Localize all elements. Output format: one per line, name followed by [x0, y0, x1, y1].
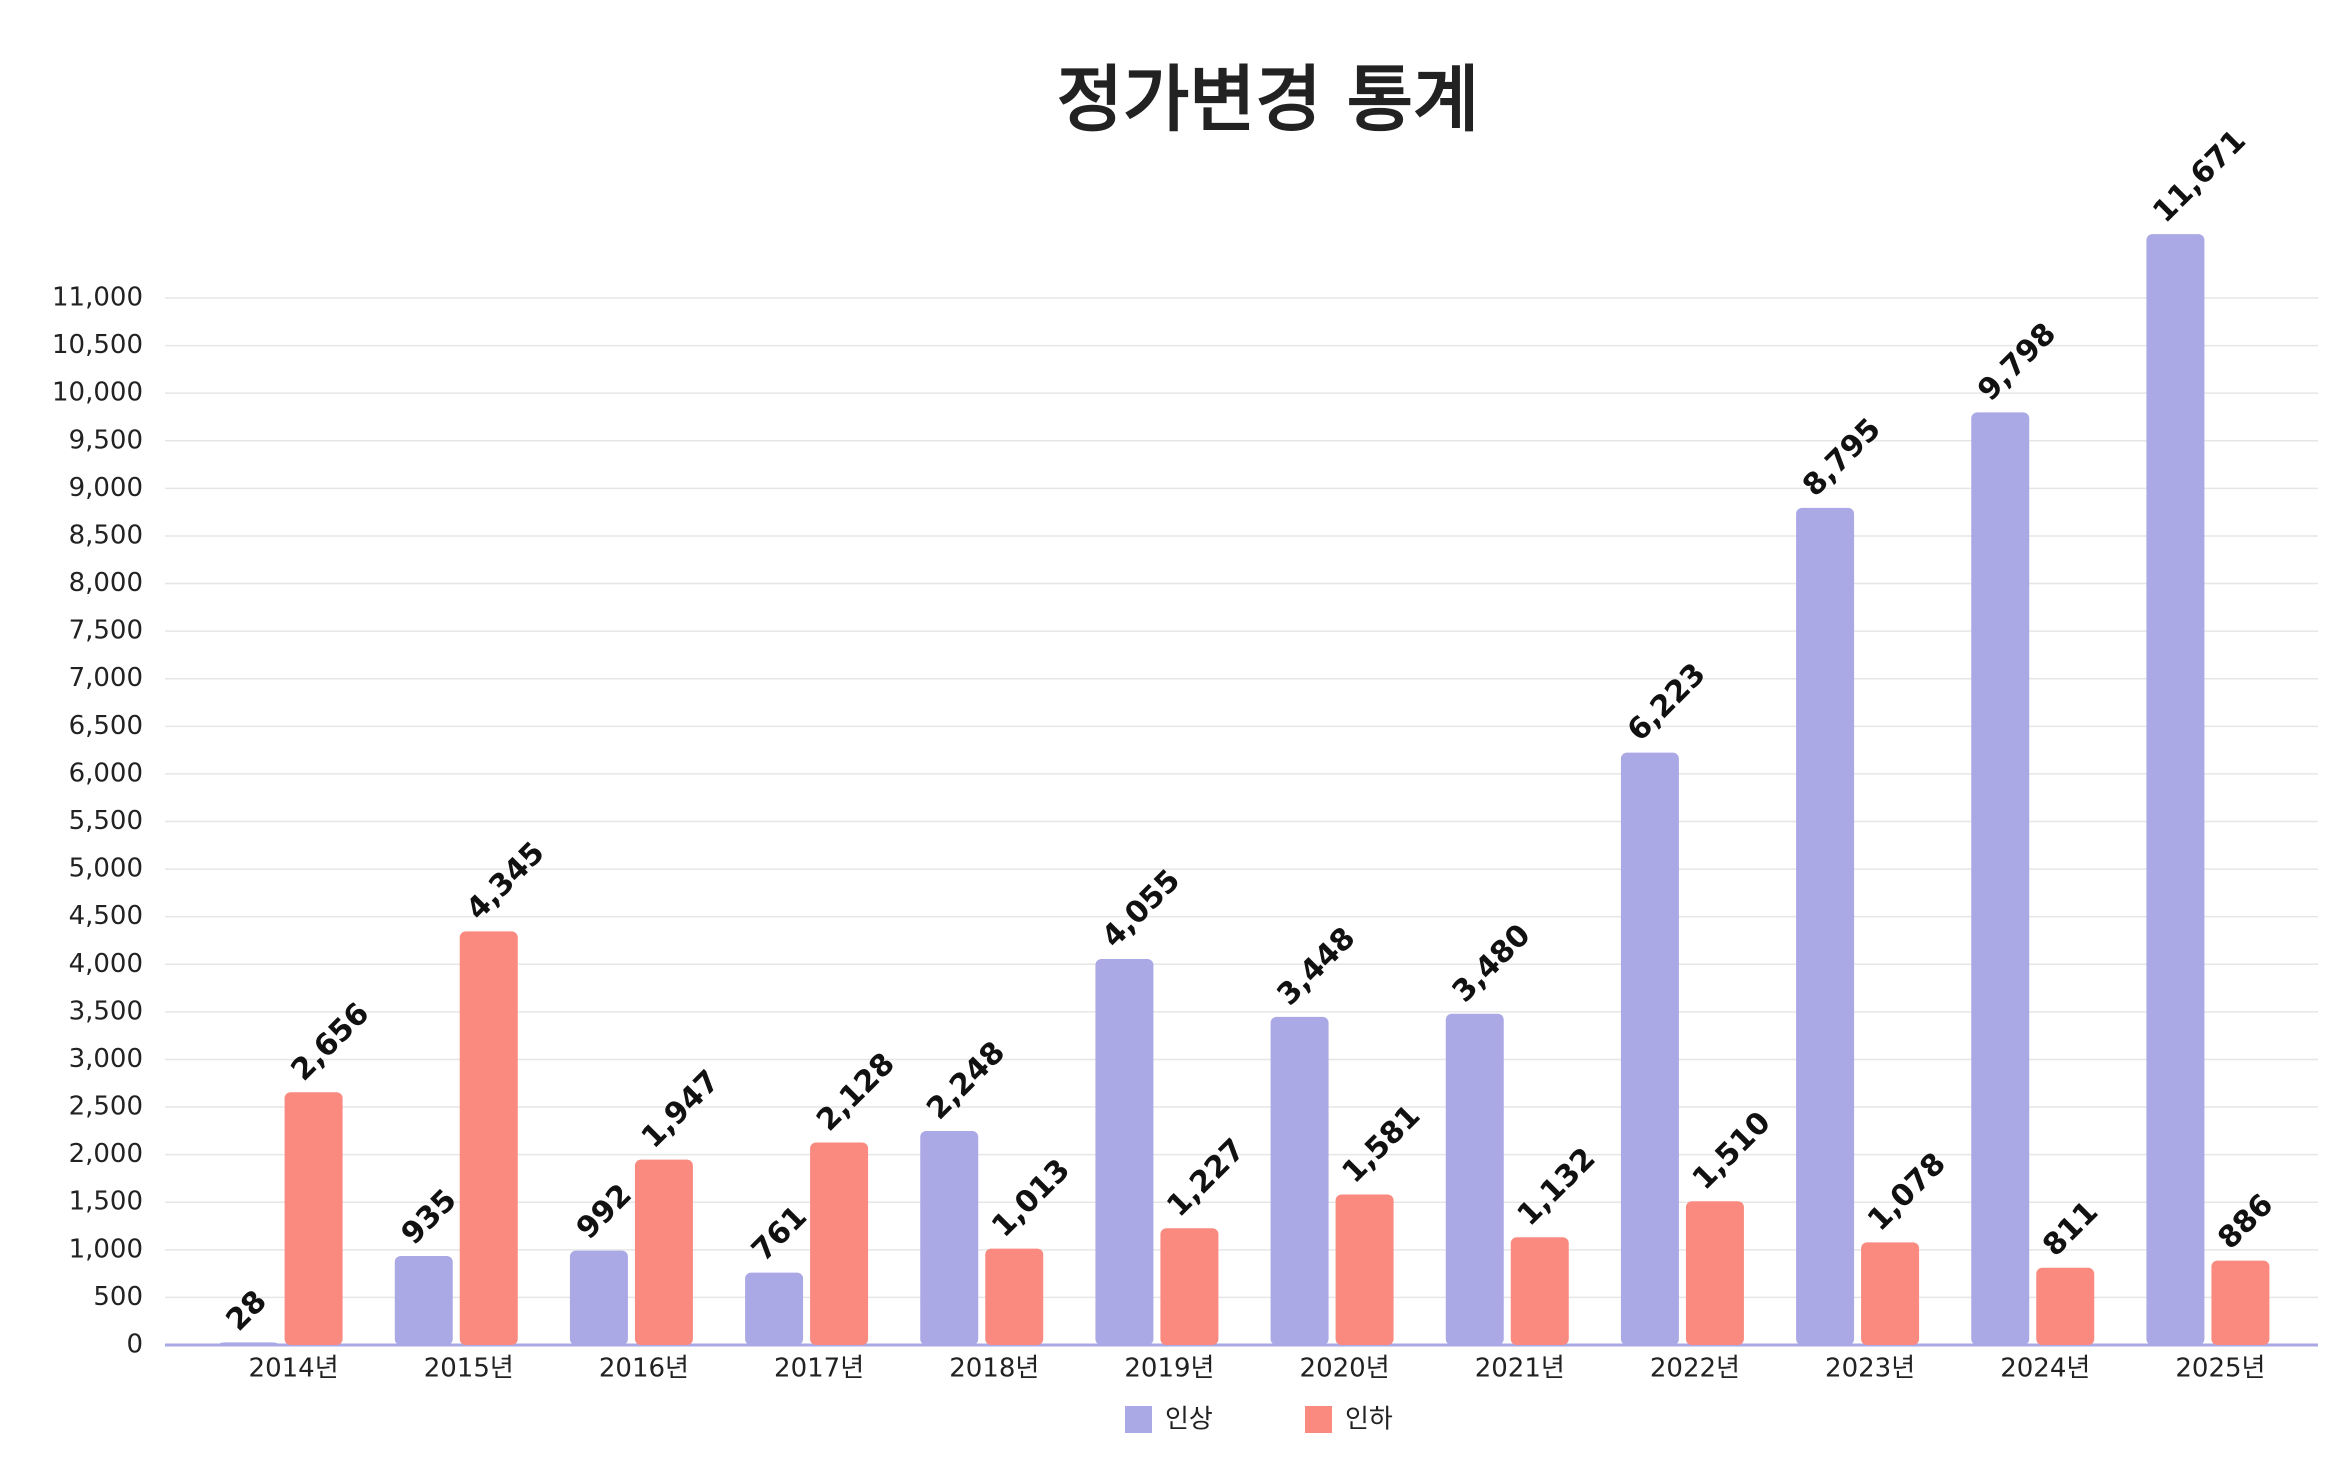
x-tick-label: 2020년 [1300, 1354, 1390, 1384]
y-tick-label: 11,000 [52, 283, 143, 313]
bar [219, 1342, 278, 1345]
data-label: 3,480 [1446, 918, 1538, 1010]
y-tick-label: 7,500 [69, 616, 143, 646]
bar [1796, 507, 1855, 1345]
data-label: 886 [2211, 1187, 2280, 1256]
data-label: 935 [395, 1183, 464, 1252]
data-label: 1,510 [1686, 1105, 1778, 1197]
y-tick-label: 4,500 [69, 901, 143, 931]
data-label: 6,223 [1621, 656, 1713, 748]
x-tick-label: 2016년 [599, 1354, 689, 1384]
y-tick-label: 4,000 [69, 949, 143, 979]
bar [1685, 1201, 1744, 1345]
y-tick-label: 10,000 [52, 378, 143, 408]
y-tick-label: 2,500 [69, 1092, 143, 1122]
bar [284, 1092, 343, 1345]
legend-label: 인상 [1165, 1405, 1213, 1435]
data-label: 1,581 [1335, 1098, 1427, 1190]
bar [1335, 1194, 1394, 1345]
y-tick-label: 500 [93, 1282, 143, 1312]
x-tick-label: 2015년 [424, 1354, 514, 1384]
bar [1971, 412, 2030, 1345]
y-tick-label: 2,000 [69, 1139, 143, 1169]
data-label: 11,671 [2146, 123, 2253, 230]
x-tick-label: 2014년 [249, 1354, 339, 1384]
bar [394, 1256, 453, 1345]
x-tick-label: 2023년 [1825, 1354, 1915, 1384]
data-label: 2,656 [284, 996, 376, 1088]
data-label: 1,947 [635, 1063, 727, 1155]
bar [2036, 1267, 2095, 1345]
x-tick-label: 2025년 [2175, 1354, 2265, 1384]
y-tick-label: 8,500 [69, 520, 143, 550]
legend-swatch [1125, 1406, 1152, 1433]
bar [1620, 752, 1679, 1345]
bar [810, 1142, 869, 1345]
bar [1270, 1016, 1329, 1345]
y-tick-label: 7,000 [69, 663, 143, 693]
x-tick-label: 2018년 [949, 1354, 1039, 1384]
bar [1095, 959, 1154, 1345]
legend-label: 인하 [1345, 1405, 1393, 1435]
bar [569, 1250, 628, 1345]
bar [1445, 1013, 1504, 1345]
data-label: 3,448 [1270, 921, 1362, 1013]
bar [1861, 1242, 1920, 1345]
data-label: 761 [745, 1199, 814, 1268]
y-tick-label: 1,500 [69, 1187, 143, 1217]
y-tick-label: 9,000 [69, 473, 143, 503]
data-label: 992 [570, 1177, 639, 1246]
bar [634, 1159, 693, 1345]
y-tick-label: 3,500 [69, 996, 143, 1026]
x-tick-label: 2019년 [1124, 1354, 1214, 1384]
bar [985, 1248, 1044, 1345]
bar [1510, 1237, 1569, 1345]
data-label: 1,013 [985, 1152, 1077, 1244]
x-tick-label: 2024년 [2000, 1354, 2090, 1384]
y-tick-label: 0 [126, 1330, 143, 1360]
y-tick-label: 8,000 [69, 568, 143, 598]
data-label: 811 [2036, 1194, 2105, 1263]
data-label: 28 [219, 1284, 273, 1338]
data-label: 4,345 [460, 835, 552, 927]
bar [459, 931, 518, 1345]
data-label: 9,798 [1971, 316, 2063, 408]
bar [1160, 1228, 1219, 1345]
chart-title: 정가변경 통계 [1057, 58, 1480, 142]
y-tick-label: 5,000 [69, 854, 143, 884]
y-tick-label: 3,000 [69, 1044, 143, 1074]
bar [920, 1131, 979, 1345]
data-label: 1,078 [1861, 1146, 1953, 1238]
x-tick-label: 2017년 [774, 1354, 864, 1384]
y-tick-label: 6,000 [69, 758, 143, 788]
x-tick-label: 2022년 [1650, 1354, 1740, 1384]
bar [2146, 234, 2205, 1345]
y-tick-label: 1,000 [69, 1234, 143, 1264]
legend-swatch [1305, 1406, 1332, 1433]
y-tick-label: 10,500 [52, 330, 143, 360]
data-label: 2,248 [920, 1035, 1012, 1127]
x-tick-label: 2021년 [1475, 1354, 1565, 1384]
y-tick-label: 9,500 [69, 425, 143, 455]
data-label: 1,227 [1160, 1132, 1252, 1224]
bar [745, 1272, 804, 1345]
bar [2211, 1260, 2270, 1345]
y-tick-label: 6,500 [69, 711, 143, 741]
y-tick-label: 5,500 [69, 806, 143, 836]
data-label: 8,795 [1796, 412, 1888, 504]
data-label: 4,055 [1095, 863, 1187, 955]
